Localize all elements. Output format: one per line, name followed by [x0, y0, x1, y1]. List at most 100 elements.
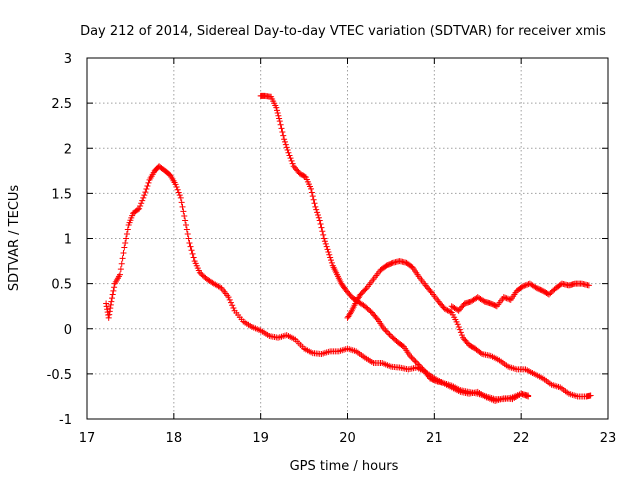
data-point — [522, 392, 529, 399]
data-point — [285, 149, 292, 156]
data-point — [477, 349, 484, 356]
x-tick-label: 17 — [79, 431, 96, 446]
data-point — [366, 306, 373, 313]
data-point — [362, 286, 369, 293]
data-point — [107, 301, 114, 308]
y-tick-label: -0.5 — [47, 368, 72, 383]
data-point — [523, 392, 530, 399]
data-point — [388, 260, 395, 267]
y-tick-label: 1.5 — [51, 187, 72, 202]
data-point — [140, 194, 147, 201]
data-point — [288, 157, 295, 164]
data-point — [189, 250, 196, 257]
data-point — [175, 189, 182, 196]
data-point — [287, 155, 294, 162]
data-point — [182, 221, 189, 228]
data-point — [286, 152, 293, 159]
y-tick-label: 1 — [64, 233, 72, 248]
data-point — [441, 305, 448, 312]
data-point — [225, 294, 232, 301]
data-point — [380, 325, 387, 332]
data-point — [190, 254, 197, 261]
data-point — [520, 391, 527, 398]
data-point — [386, 331, 393, 338]
data-point — [106, 308, 113, 315]
data-point — [142, 189, 149, 196]
data-point — [328, 259, 335, 266]
data-point — [173, 184, 180, 191]
data-point — [123, 230, 130, 237]
data-point — [431, 377, 438, 384]
data-point — [454, 306, 461, 313]
data-point — [108, 298, 115, 305]
data-point — [176, 192, 183, 199]
data-point — [276, 115, 283, 122]
ticks-layer: 17 18 19 20 21 22 23 -1 -0.5 0 0.5 1 1.5 2 2.5 3 — [47, 52, 617, 446]
data-point — [312, 203, 319, 210]
data-point — [123, 235, 130, 242]
data-point — [415, 361, 422, 368]
x-tick-label: 20 — [339, 431, 356, 446]
data-point — [444, 307, 451, 314]
data-point — [408, 354, 415, 361]
data-point — [117, 266, 124, 273]
data-point — [181, 212, 188, 219]
data-point — [229, 302, 236, 309]
data-point — [545, 291, 552, 298]
data-point — [308, 185, 315, 192]
data-point — [314, 212, 321, 219]
data-point — [412, 358, 419, 365]
data-point — [110, 287, 117, 294]
data-point — [282, 141, 289, 148]
data-point — [387, 332, 394, 339]
data-point — [311, 200, 318, 207]
data-point — [363, 304, 370, 311]
data-point — [443, 306, 450, 313]
data-point — [144, 182, 151, 189]
data-point — [174, 186, 181, 193]
data-point — [480, 297, 487, 304]
data-point — [273, 104, 280, 111]
data-point — [313, 206, 320, 213]
data-point — [280, 132, 287, 139]
data-point — [548, 288, 555, 295]
data-point — [458, 332, 465, 339]
data-point — [502, 294, 509, 301]
data-point — [416, 362, 423, 369]
data-point — [227, 299, 234, 306]
data-point — [328, 257, 335, 264]
data-point — [519, 391, 526, 398]
chart-title: Day 212 of 2014, Sidereal Day-to-day VTE… — [80, 24, 606, 39]
data-point — [532, 284, 539, 291]
data-point — [182, 217, 189, 224]
data-point — [301, 173, 308, 180]
data-point — [308, 189, 315, 196]
data-point — [455, 323, 462, 330]
data-point — [136, 205, 143, 212]
data-point — [547, 290, 554, 297]
y-tick-label: 2 — [64, 142, 72, 157]
data-point — [323, 243, 330, 250]
data-point — [525, 393, 532, 400]
data-point — [116, 271, 123, 278]
data-point — [309, 193, 316, 200]
data-point — [180, 208, 187, 215]
y-tick-label: 2.5 — [51, 97, 72, 112]
data-point — [519, 283, 526, 290]
data-point — [456, 326, 463, 333]
data-point — [281, 136, 288, 143]
data-point — [318, 224, 325, 231]
data-point — [550, 287, 557, 294]
data-point — [137, 203, 144, 210]
data-point — [188, 247, 195, 254]
data-point — [274, 110, 281, 117]
data-point — [326, 251, 333, 258]
data-point — [183, 226, 190, 233]
y-tick-label: 0.5 — [51, 278, 72, 293]
data-point — [134, 206, 141, 213]
data-point — [178, 199, 185, 206]
x-tick-label: 22 — [513, 431, 530, 446]
data-point — [179, 203, 186, 210]
